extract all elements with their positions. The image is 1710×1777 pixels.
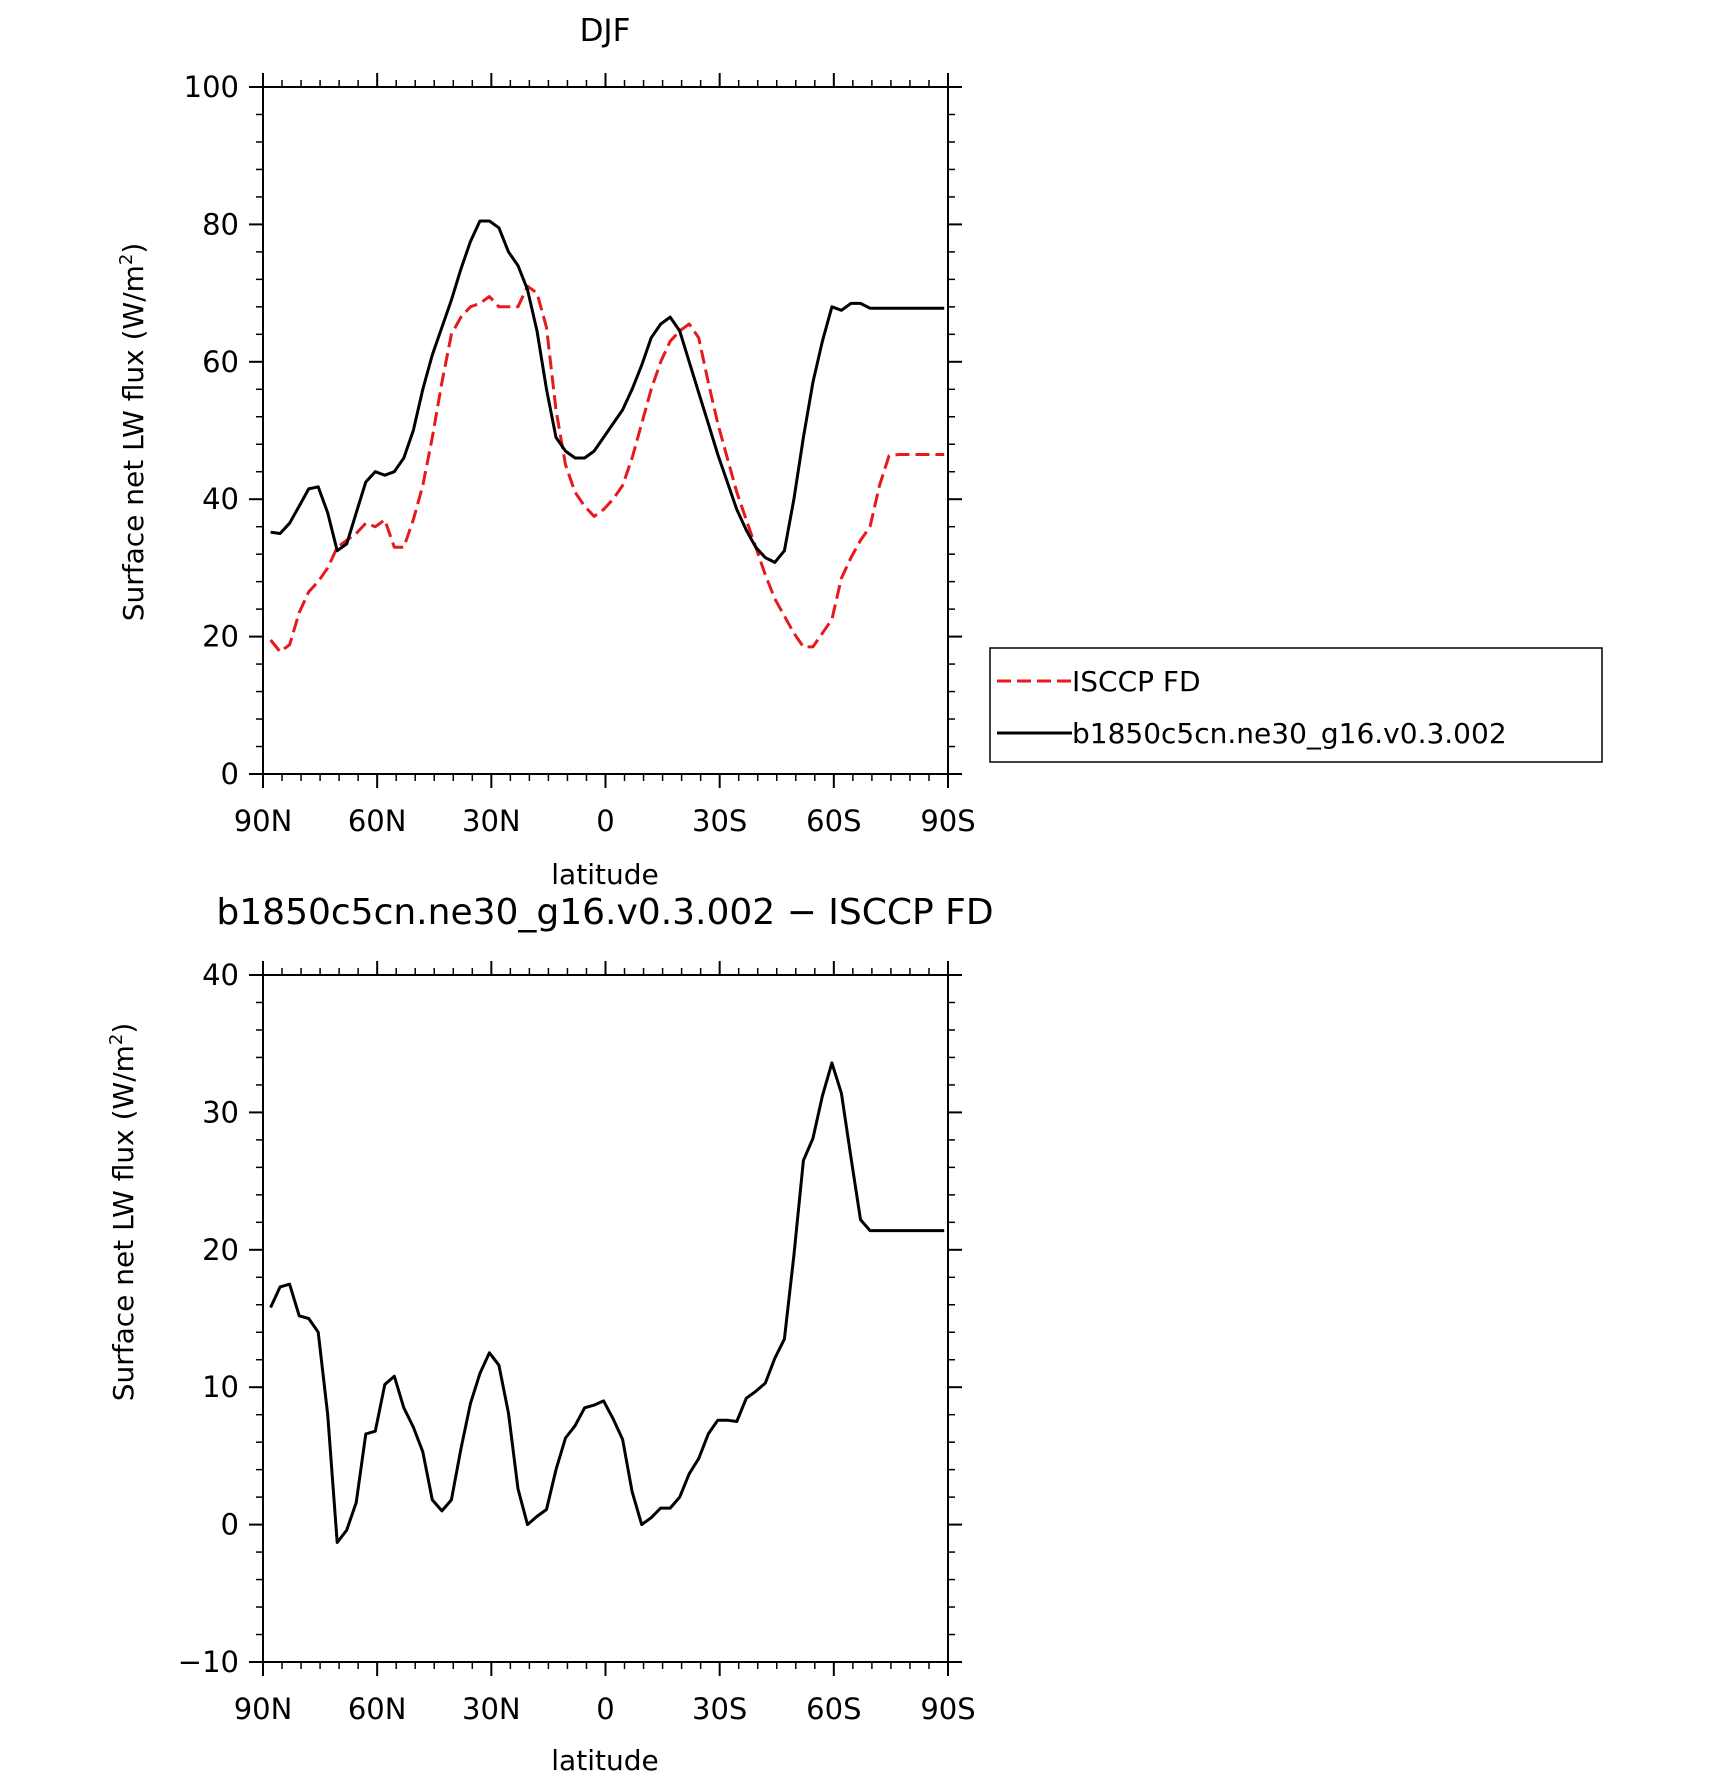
y-axis-label-main: Surface net LW flux (W/m <box>117 265 150 621</box>
legend-box <box>989 647 1603 763</box>
x-tick-label: 90N <box>234 804 293 838</box>
djf-panel: DJF Surface net LW flux (W/m2) latitude … <box>116 13 1603 891</box>
legend-label-model: b1850c5cn.ne30_g16.v0.3.002 <box>1072 717 1507 750</box>
y-tick-label: 10 <box>202 1370 239 1404</box>
x-tick-label: 60S <box>806 804 861 838</box>
y-tick-label: −10 <box>178 1645 239 1679</box>
x-tick-label: 0 <box>596 804 614 838</box>
y-tick-label: 20 <box>202 620 239 654</box>
x-tick-label: 60N <box>348 804 407 838</box>
series-line-0 <box>269 284 945 654</box>
y-tick-label: 100 <box>184 70 239 104</box>
x-tick-label: 60S <box>806 1692 861 1726</box>
y-axis-label: Surface net LW flux (W/m2) <box>116 243 150 622</box>
chart-title: DJF <box>580 13 631 49</box>
y-axis-label-close: ) <box>107 1023 140 1034</box>
difference-plot-area: 90N 60N 30N 0 30S 60S 90S −10 0 10 20 30 40 <box>178 958 976 1726</box>
x-tick-label: 30N <box>462 1692 521 1726</box>
y-axis-label-close: ) <box>117 243 150 254</box>
legend-label-isccp-fd: ISCCP FD <box>1072 665 1201 698</box>
y-tick-label: 60 <box>202 345 239 379</box>
x-axis-label: latitude <box>551 1744 658 1777</box>
y-axis-label: Surface net LW flux (W/m2) <box>106 1023 140 1402</box>
x-tick-label: 90S <box>920 1692 975 1726</box>
y-tick-label: 0 <box>221 757 239 791</box>
plot-frame <box>262 86 949 775</box>
legend: ISCCP FD b1850c5cn.ne30_g16.v0.3.002 <box>989 647 1603 763</box>
y-tick-label: 20 <box>202 1233 239 1267</box>
x-tick-label: 30S <box>692 1692 747 1726</box>
difference-panel: b1850c5cn.ne30_g16.v0.3.002 − ISCCP FD S… <box>106 892 994 1777</box>
x-tick-label: 30N <box>462 804 521 838</box>
y-axis-label-main: Surface net LW flux (W/m <box>107 1045 140 1401</box>
x-tick-label: 60N <box>348 1692 407 1726</box>
x-tick-label: 90N <box>234 1692 293 1726</box>
y-axis-label-superscript: 2 <box>106 1034 127 1045</box>
x-tick-label: 90S <box>920 804 975 838</box>
x-tick-label: 30S <box>692 804 747 838</box>
series-line-0 <box>269 1061 945 1544</box>
y-tick-label: 40 <box>202 958 239 992</box>
x-axis-label: latitude <box>551 858 658 891</box>
djf-plot-area: 90N 60N 30N 0 30S 60S 90S 0 20 40 60 80 100 <box>184 70 976 838</box>
x-tick-label: 0 <box>596 1692 614 1726</box>
chart-title: b1850c5cn.ne30_g16.v0.3.002 − ISCCP FD <box>216 892 993 933</box>
plot-frame <box>262 974 949 1663</box>
y-tick-label: 0 <box>221 1508 239 1542</box>
y-axis-label-superscript: 2 <box>116 254 137 265</box>
y-tick-label: 80 <box>202 207 239 241</box>
y-tick-label: 30 <box>202 1095 239 1129</box>
series-line-1 <box>270 219 945 564</box>
y-tick-label: 40 <box>202 482 239 516</box>
